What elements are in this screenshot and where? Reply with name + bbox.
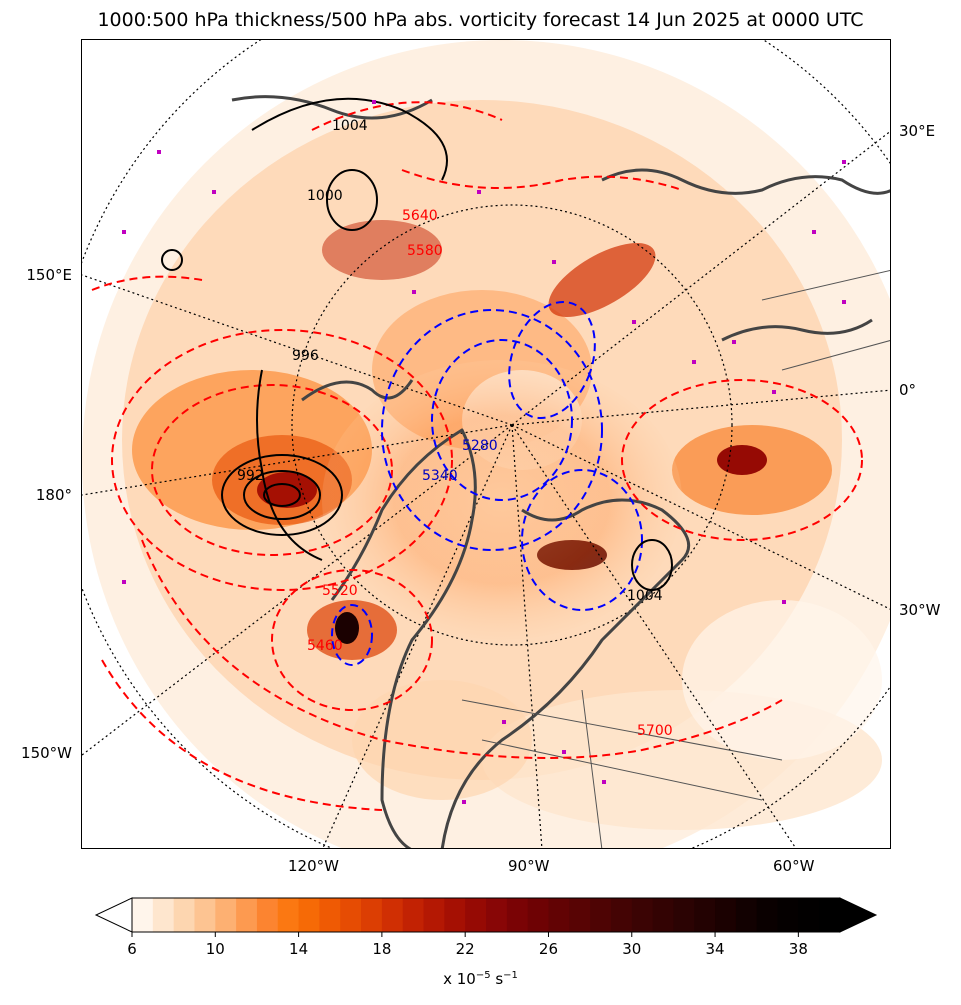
contour-label: 5640 <box>402 208 438 224</box>
map-title: 1000:500 hPa thickness/500 hPa abs. vort… <box>97 9 864 31</box>
graticule-label-0: 0° <box>899 381 917 399</box>
colorbar-tick-label: 22 <box>456 940 475 955</box>
colorbar-label: x 10−5 s−1 <box>443 970 518 988</box>
colorbar-segment <box>402 898 425 932</box>
colorbar-segment <box>798 898 820 932</box>
colorbar-segment <box>236 898 258 932</box>
vorticity-shading <box>82 40 890 848</box>
colorbar-tick-label: 10 <box>206 940 225 955</box>
colorbar-segment <box>173 898 195 932</box>
colorbar-border <box>131 897 841 933</box>
contour-label: 5520 <box>322 583 358 599</box>
colorbar-segment <box>756 898 779 932</box>
borders <box>461 269 890 848</box>
contour-label: 5280 <box>462 438 498 454</box>
contour-label: 1004 <box>332 118 368 134</box>
thickness-warm-contours <box>91 101 863 811</box>
colorbar-segment <box>444 898 466 932</box>
colorbar-tick-label: 6 <box>127 940 137 955</box>
colorbar-segment <box>819 898 841 932</box>
colorbar-segment <box>132 898 154 932</box>
station-markers <box>122 100 846 804</box>
colorbar-segment <box>673 898 695 932</box>
colorbar-segment <box>465 898 487 932</box>
contour-label: 5580 <box>407 243 443 259</box>
colorbar-segment <box>340 898 362 932</box>
graticule-label-150W: 150°W <box>21 744 72 762</box>
graticule-label-30E: 30°E <box>899 122 936 140</box>
colorbar-segment <box>590 898 612 932</box>
colorbar-segment <box>486 898 508 932</box>
colorbar-segment <box>277 898 300 932</box>
colorbar-segment <box>381 898 404 932</box>
colorbar-segment <box>152 898 175 932</box>
contour-label: 1004 <box>627 588 663 604</box>
contour-labels: 5640 5580 5700 5520 5460 5280 5340 1004 … <box>237 118 673 739</box>
colorbar-segment <box>319 898 341 932</box>
colorbar-extend-max <box>839 897 878 933</box>
thickness-cold-contours <box>331 300 643 666</box>
colorbar-tick-label: 14 <box>289 940 308 955</box>
graticule-label-60W: 60°W <box>773 857 815 875</box>
colorbar-extend-min <box>94 897 133 933</box>
colorbar-segment <box>694 898 716 932</box>
colorbar-tick-label: 34 <box>706 940 725 955</box>
colorbar-segment <box>631 898 654 932</box>
graticule-label-30W: 30°W <box>899 601 941 619</box>
colorbar-tick-label: 38 <box>789 940 808 955</box>
colorbar: 6 10 14 18 22 26 30 34 38 <box>94 897 878 955</box>
colorbar-segment <box>569 898 591 932</box>
graticule-label-150E: 150°E <box>26 266 72 284</box>
colorbar-segment <box>194 898 216 932</box>
colorbar-tick-label: 30 <box>622 940 641 955</box>
colorbar-tick-label: 26 <box>539 940 558 955</box>
map-panel[interactable]: 5640 5580 5700 5520 5460 5280 5340 1004 … <box>81 39 891 849</box>
colorbar-segment <box>361 898 383 932</box>
graticule-label-120W: 120°W <box>288 857 339 875</box>
graticule-label-180: 180° <box>35 486 72 504</box>
pressure-contours <box>161 97 673 591</box>
colorbar-segment <box>215 898 237 932</box>
colorbar-segment <box>548 898 570 932</box>
colorbar-segment <box>715 898 737 932</box>
map-canvas: 5640 5580 5700 5520 5460 5280 5340 1004 … <box>82 40 890 848</box>
colorbar-segment <box>506 898 529 932</box>
colorbar-segment <box>777 898 799 932</box>
contour-label: 5700 <box>637 723 673 739</box>
colorbar-segment <box>527 898 549 932</box>
colorbar-tick-label: 18 <box>372 940 391 955</box>
colorbar-segment <box>298 898 320 932</box>
contour-label: 996 <box>292 348 319 364</box>
contour-label: 1000 <box>307 188 343 204</box>
colorbar-segment <box>652 898 674 932</box>
colorbar-segment <box>610 898 633 932</box>
colorbar-segment <box>256 898 279 932</box>
colorbar-segment <box>423 898 445 932</box>
contour-label: 992 <box>237 468 264 484</box>
colorbar-segment <box>735 898 758 932</box>
contour-label: 5460 <box>307 638 343 654</box>
graticule-label-90W: 90°W <box>508 857 550 875</box>
contour-label: 5340 <box>422 468 458 484</box>
